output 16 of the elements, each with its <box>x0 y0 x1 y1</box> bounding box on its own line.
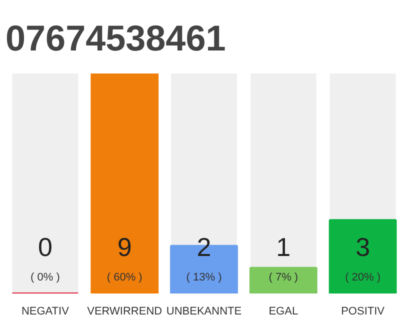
annotation: 3 <box>356 232 370 262</box>
data-label: ( 7% ) <box>268 272 298 284</box>
annotation: 0 <box>38 232 52 262</box>
x-tick-label: VERWIRREND <box>87 306 162 318</box>
x-tick-label: POSITIV <box>341 306 386 318</box>
x-tick-label: NEGATIV <box>21 306 70 318</box>
x-tick-label: EGAL <box>268 306 298 318</box>
data-label: ( 60% ) <box>106 272 142 284</box>
data-label: ( 13% ) <box>186 272 222 284</box>
data-label: ( 0% ) <box>30 272 60 284</box>
annotation: 9 <box>117 232 132 262</box>
data-label: ( 20% ) <box>345 272 381 284</box>
x-tick-label: UNBEKANNTE <box>166 306 242 318</box>
annotation: 1 <box>276 232 291 262</box>
chart-title: 07674538461 <box>6 18 226 58</box>
bar <box>249 266 318 294</box>
